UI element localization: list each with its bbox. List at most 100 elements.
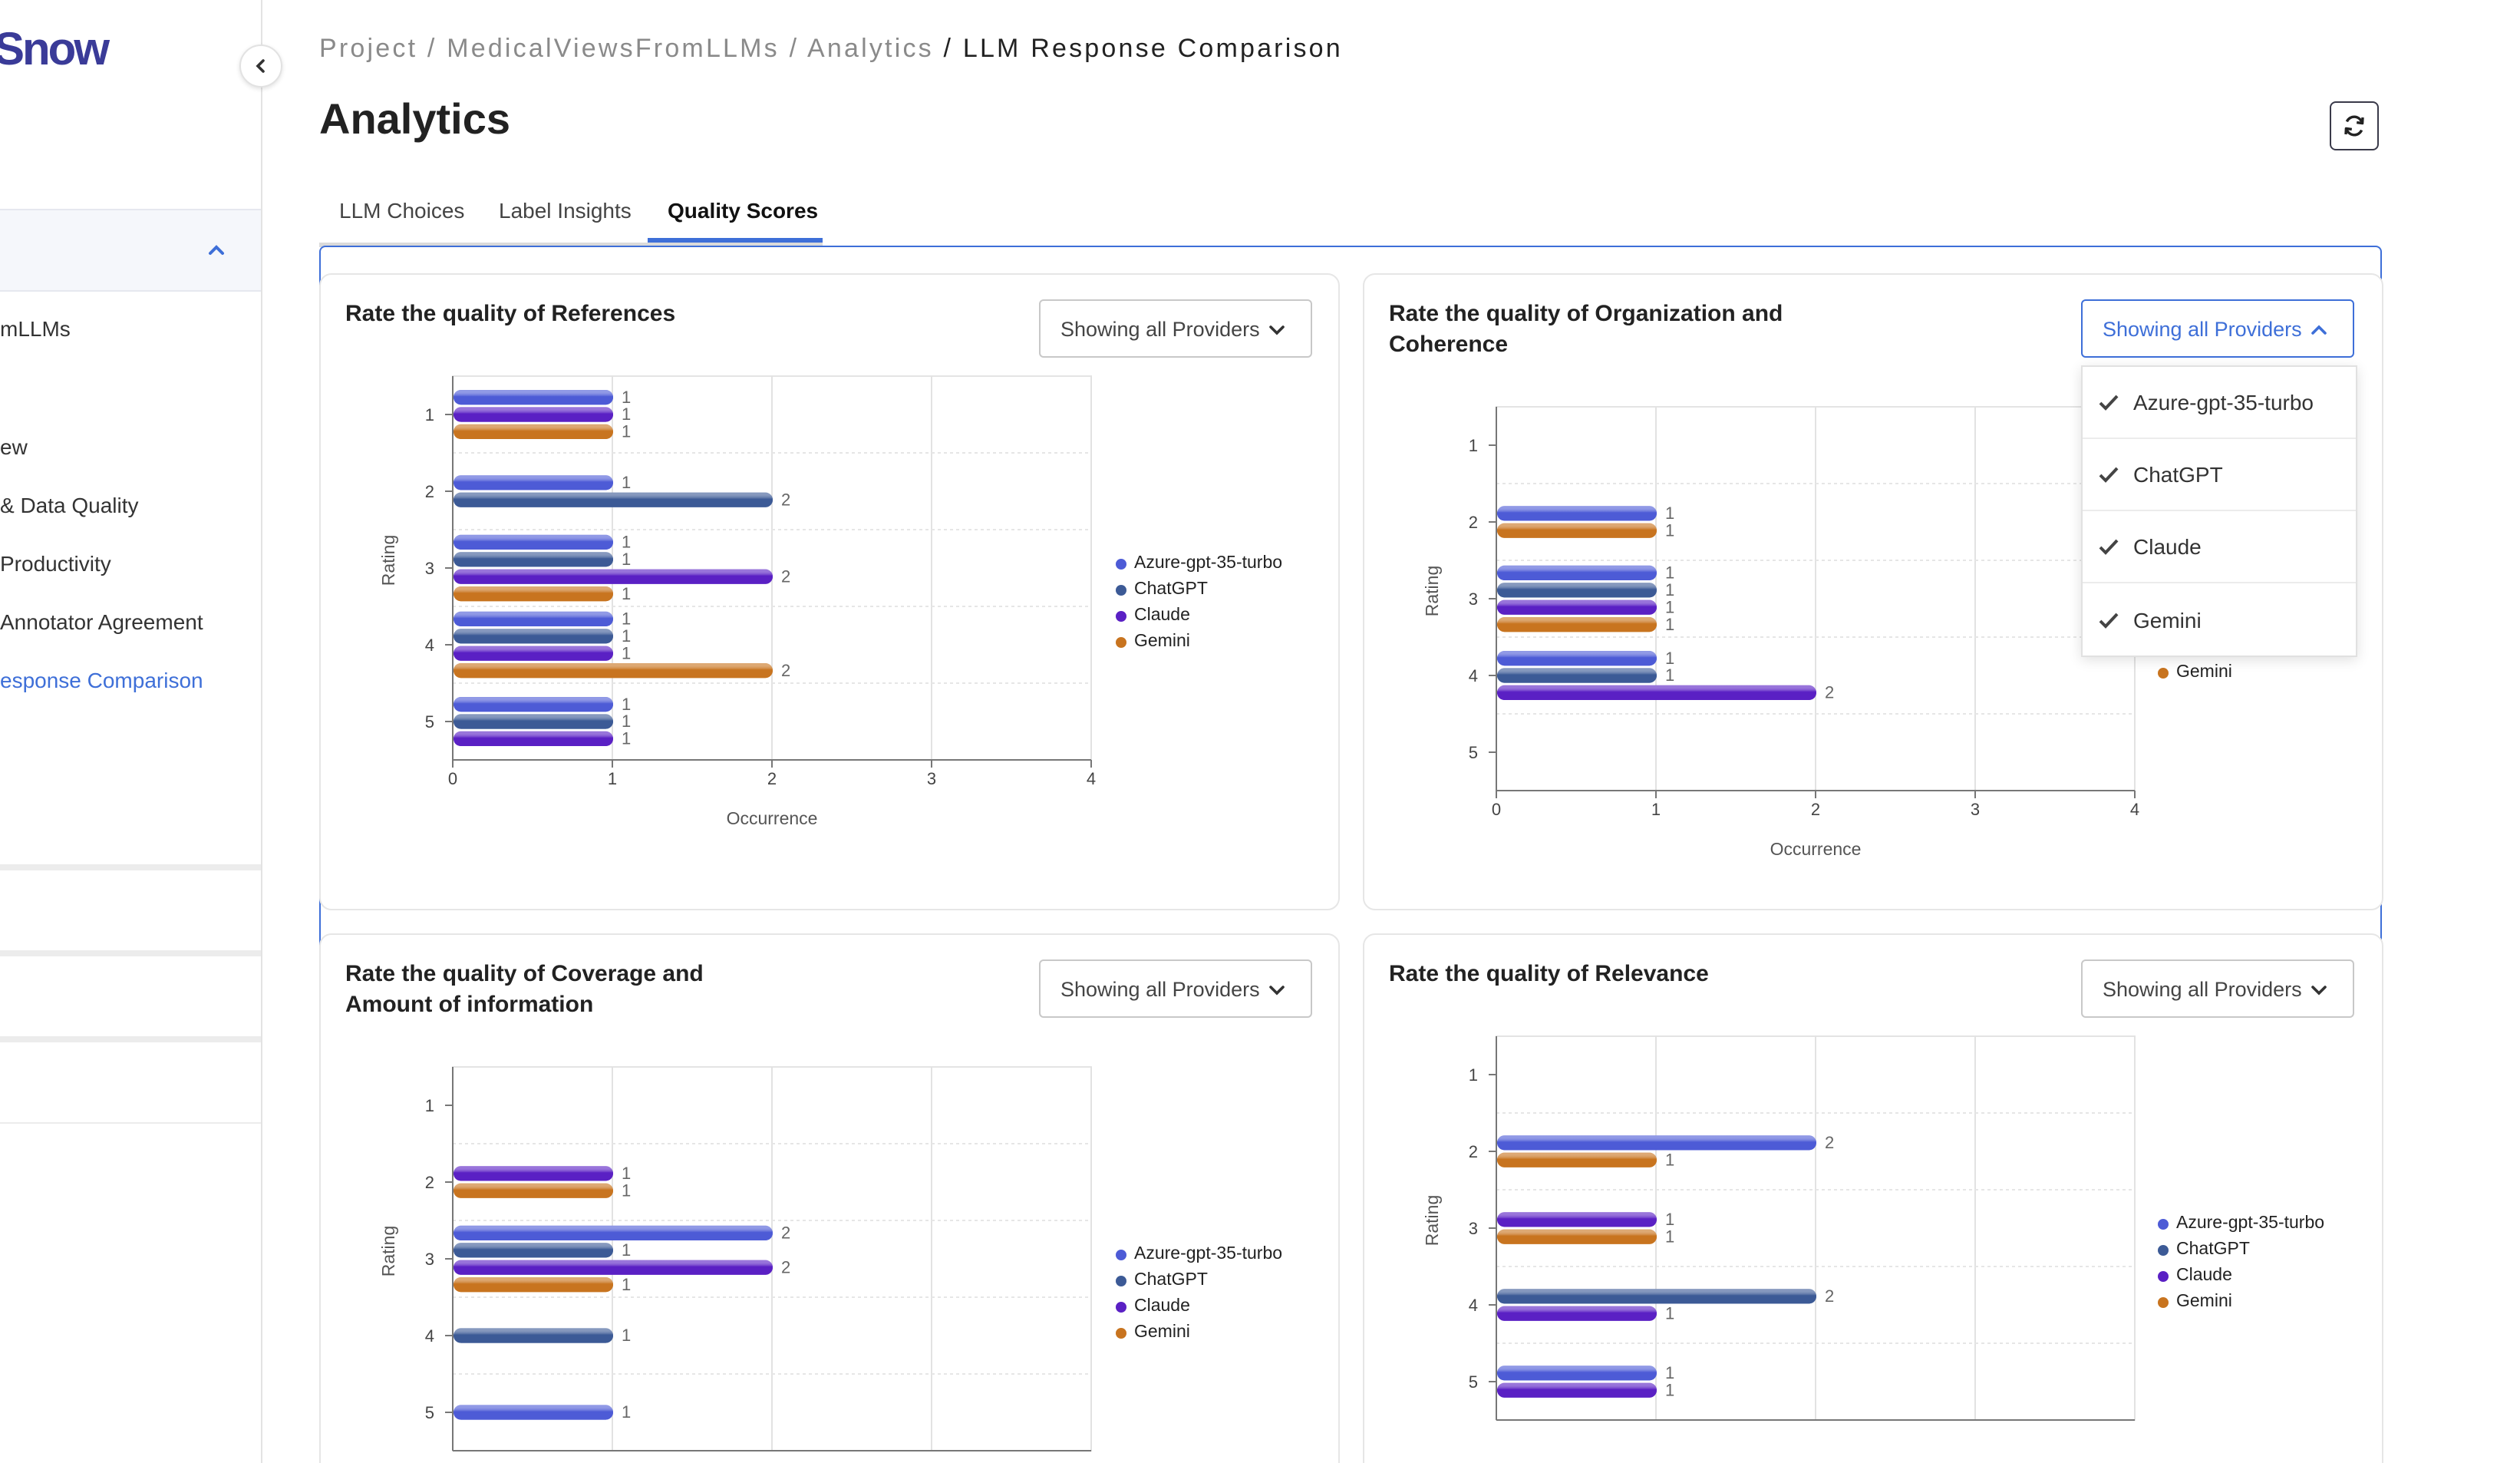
bar-value-label: 1 [622, 1181, 631, 1200]
legend-item[interactable]: Gemini [1116, 1320, 1282, 1346]
bar-highlight [454, 1260, 773, 1275]
sidebar-item-overview[interactable]: ew [0, 434, 28, 459]
bar-value-label: 1 [1665, 563, 1674, 583]
legend-item[interactable]: Claude [2158, 1263, 2324, 1290]
bar-highlight [1497, 1366, 1657, 1381]
bar-value-label: 1 [622, 405, 631, 424]
bar-highlight [1497, 1212, 1657, 1227]
bar-highlight [454, 1243, 613, 1258]
provider-option[interactable]: Azure-gpt-35-turbo [2083, 367, 2356, 439]
legend-item[interactable]: Gemini [2158, 660, 2232, 686]
legend-item[interactable]: Gemini [2158, 1290, 2324, 1316]
app-logo: Snow [0, 25, 110, 75]
check-icon [2099, 395, 2119, 411]
y-axis-label: Rating [378, 1226, 398, 1276]
x-tick-label: 3 [927, 769, 936, 788]
bar-highlight [1497, 1382, 1657, 1398]
bar-highlight [1497, 1152, 1657, 1167]
bar-value-label: 2 [1825, 683, 1834, 702]
bar-value-label: 1 [622, 533, 631, 552]
bar-value-label: 1 [622, 422, 631, 441]
y-tick-label: 5 [425, 712, 434, 732]
provider-filter-select[interactable]: Showing all Providers [2081, 959, 2354, 1018]
bar-highlight [1497, 599, 1657, 615]
tab-quality-scores[interactable]: Quality Scores [668, 198, 819, 223]
bar-value-label: 2 [781, 490, 790, 509]
breadcrumb-project-name[interactable]: MedicalViewsFromLLMs [447, 34, 780, 63]
bar-highlight [1497, 506, 1657, 521]
tab-bar: LLM Choices Label Insights Quality Score… [319, 184, 823, 247]
legend-item[interactable]: ChatGPT [1116, 577, 1282, 603]
sidebar-section[interactable] [0, 950, 261, 1036]
chart-card-references: Rate the quality of References Showing a… [319, 273, 1340, 910]
provider-filter-select[interactable]: Showing all Providers [1039, 959, 1312, 1018]
y-tick-label: 4 [425, 636, 434, 655]
sidebar-item-annotator-agreement[interactable]: Annotator Agreement [0, 609, 203, 634]
legend-item[interactable]: Azure-gpt-35-turbo [2158, 1211, 2324, 1237]
bar-highlight [1497, 685, 1816, 700]
y-tick-label: 1 [425, 405, 434, 424]
chart-title: Rate the quality of Relevance [1389, 961, 1709, 987]
bar-value-label: 1 [1665, 597, 1674, 616]
legend-item[interactable]: Claude [1116, 603, 1282, 629]
y-tick-label: 1 [425, 1096, 434, 1115]
bar-highlight [454, 611, 613, 626]
refresh-button[interactable] [2330, 101, 2379, 150]
y-tick-label: 2 [425, 1173, 434, 1192]
y-tick-label: 1 [1469, 1065, 1478, 1085]
bar-highlight [1497, 668, 1657, 683]
legend-item[interactable]: ChatGPT [2158, 1237, 2324, 1263]
x-tick-label: 2 [1811, 800, 1820, 819]
x-tick-label: 4 [1087, 769, 1096, 788]
bar-value-label: 1 [622, 1275, 631, 1294]
legend-item[interactable]: Azure-gpt-35-turbo [1116, 551, 1282, 577]
x-tick-label: 0 [448, 769, 457, 788]
bar-value-label: 2 [781, 566, 790, 586]
provider-filter-label: Showing all Providers [2103, 317, 2302, 340]
bar-value-label: 1 [622, 388, 631, 407]
sidebar-section-header[interactable] [0, 209, 261, 292]
bar-value-label: 2 [781, 661, 790, 680]
check-icon [2099, 467, 2119, 483]
legend-item[interactable]: Azure-gpt-35-turbo [1116, 1242, 1282, 1268]
bar-highlight [454, 534, 613, 550]
provider-option[interactable]: Claude [2083, 511, 2356, 583]
provider-filter-select[interactable]: Showing all Providers [1039, 299, 1312, 358]
bar-value-label: 1 [622, 473, 631, 492]
sidebar-section[interactable] [0, 1036, 261, 1124]
bar-value-label: 1 [1665, 1210, 1674, 1229]
sidebar-item-productivity[interactable]: Productivity [0, 551, 111, 576]
bar-chart-references: 0 1 2 3 4Occurrence12345Rating11112112111121… [378, 375, 1096, 828]
bar-value-label: 1 [1665, 1150, 1674, 1169]
bar-value-label: 1 [622, 643, 631, 662]
bar-highlight [454, 714, 613, 729]
sidebar-item-views-from-llms[interactable]: mLLMs [0, 316, 71, 341]
bar-value-label: 1 [622, 609, 631, 629]
y-tick-label: 2 [1469, 1142, 1478, 1161]
sidebar-item-response-comparison[interactable]: esponse Comparison [0, 668, 203, 692]
y-tick-label: 4 [1469, 1296, 1478, 1315]
tab-label-insights[interactable]: Label Insights [499, 198, 632, 223]
provider-option[interactable]: ChatGPT [2083, 439, 2356, 511]
collapse-sidebar-button[interactable] [239, 45, 282, 88]
y-axis-label: Rating [378, 535, 398, 586]
legend-item[interactable]: ChatGPT [1116, 1268, 1282, 1294]
legend-item[interactable]: Claude [1116, 1294, 1282, 1320]
y-tick-label: 4 [1469, 666, 1478, 685]
provider-option[interactable]: Gemini [2083, 583, 2356, 656]
sidebar-item-data-quality[interactable]: & Data Quality [0, 493, 139, 517]
legend-item[interactable]: Gemini [1116, 629, 1282, 656]
tab-llm-choices[interactable]: LLM Choices [339, 198, 465, 223]
y-tick-label: 4 [425, 1326, 434, 1346]
check-icon [2099, 612, 2119, 628]
breadcrumb-analytics[interactable]: Analytics [807, 34, 934, 63]
y-tick-label: 3 [425, 559, 434, 578]
provider-filter-select[interactable]: Showing all Providers [2081, 299, 2354, 358]
sidebar-section[interactable] [0, 864, 261, 950]
x-axis-label: Occurrence [727, 808, 818, 828]
bar-highlight [1497, 1306, 1657, 1321]
bar-value-label: 1 [622, 626, 631, 646]
breadcrumb-project[interactable]: Project [319, 34, 418, 63]
